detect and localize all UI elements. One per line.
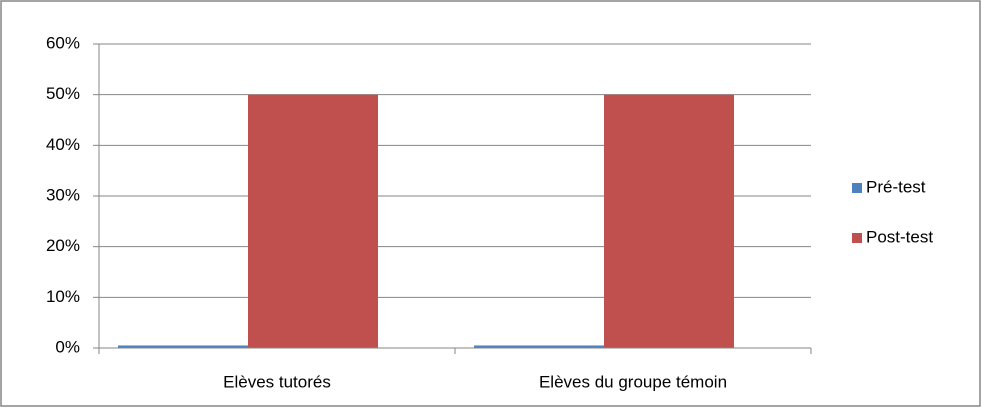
bar	[604, 94, 734, 349]
y-tick-label: 20%	[46, 236, 80, 255]
bar	[248, 94, 378, 349]
x-tick-label: Elèves tutorés	[223, 372, 331, 391]
bar	[118, 345, 248, 348]
legend-label: Post-test	[866, 227, 933, 246]
y-tick-label: 30%	[46, 185, 80, 204]
y-tick-label: 50%	[46, 84, 80, 103]
y-tick-label: 40%	[46, 135, 80, 154]
y-tick-label: 0%	[55, 337, 80, 356]
legend-swatch	[852, 233, 862, 243]
x-tick-label: Elèves du groupe témoin	[539, 372, 727, 391]
bar	[474, 345, 604, 348]
legend-swatch	[852, 183, 862, 193]
y-tick-label: 10%	[46, 287, 80, 306]
legend-label: Pré-test	[866, 177, 926, 196]
y-tick-label: 60%	[46, 33, 80, 52]
